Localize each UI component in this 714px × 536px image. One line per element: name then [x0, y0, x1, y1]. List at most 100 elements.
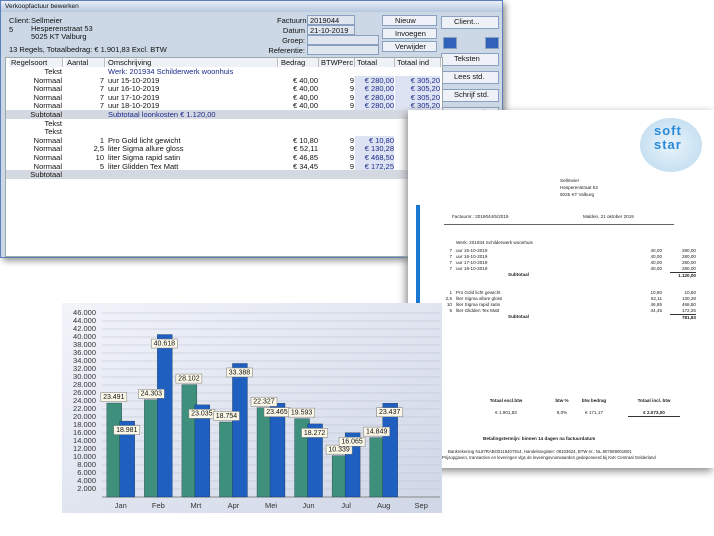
- line-qty: 7: [449, 254, 452, 259]
- action-button[interactable]: Nieuw: [382, 15, 437, 26]
- value-label-box: [113, 425, 141, 435]
- column-header: Bedrag: [279, 58, 319, 67]
- side-button[interactable]: Schrijf std.: [441, 89, 499, 102]
- y-tick-label: 22.000: [73, 404, 96, 413]
- value-label-box: [151, 338, 178, 349]
- bar: [382, 403, 398, 498]
- arrow-up[interactable]: [443, 37, 457, 49]
- bar: [194, 404, 211, 498]
- table-cell: Tekst: [44, 127, 62, 137]
- y-tick-label: 4.000: [77, 476, 96, 485]
- table-cell: Tekst: [44, 67, 62, 76]
- table-cell: € 305,20: [395, 75, 440, 85]
- line-total: 280,00: [681, 260, 696, 265]
- table-cell: Normaal: [33, 135, 62, 145]
- value-label-box: [376, 407, 403, 418]
- y-tick-label: 38.000: [73, 340, 96, 349]
- table-cell: 9: [349, 135, 354, 145]
- side-button[interactable]: Lees std.: [441, 71, 499, 84]
- rule: [444, 224, 674, 225]
- line-total: 130,28: [681, 296, 696, 301]
- table-cell: Normaal: [33, 161, 62, 171]
- value-label-box: [250, 396, 278, 407]
- field-input[interactable]: [307, 35, 379, 45]
- field-input[interactable]: 21-10-2019: [307, 25, 355, 35]
- client-label: Client:: [9, 16, 31, 25]
- table-cell: € 305,20: [395, 84, 440, 94]
- table-cell: € 280,00: [355, 75, 394, 85]
- y-tick-label: 46.000: [73, 308, 96, 317]
- table-cell: Normaal: [33, 101, 62, 111]
- table-cell: 9: [349, 153, 354, 162]
- subtotal-row: [6, 170, 441, 179]
- terms: Prijsopgaven, transacties en leveringen …: [442, 455, 656, 460]
- line-desc: liter Sigma rapid satin: [456, 302, 501, 307]
- line-qty: 2,5: [445, 296, 452, 301]
- field-label: Referentie:: [268, 46, 305, 55]
- field-input[interactable]: [307, 45, 379, 55]
- totals-value: € 171,17: [585, 410, 603, 415]
- bar: [119, 420, 135, 498]
- side-button[interactable]: Client...: [441, 16, 499, 29]
- logo-text: star: [654, 137, 682, 152]
- table-cell: 7: [99, 84, 104, 94]
- y-tick-label: 6.000: [77, 468, 96, 477]
- action-button[interactable]: Verwijder: [382, 41, 437, 52]
- value-label: 23.465: [266, 409, 288, 416]
- table-cell: uur 17-10-2019: [108, 92, 160, 102]
- x-tick-label: Aug: [377, 501, 390, 510]
- totals-value: € 1.901,83: [495, 410, 517, 415]
- table-cell: Pro Gold licht gewicht: [108, 135, 181, 145]
- x-tick-label: Mei: [265, 501, 277, 510]
- y-tick-label: 24.000: [73, 396, 96, 405]
- table-cell: 9: [349, 101, 354, 111]
- line-qty: 10: [446, 302, 452, 307]
- bar-chart: 2.0004.0006.0008.00010.00012.00014.00016…: [62, 303, 442, 513]
- field-input[interactable]: 2019044: [307, 15, 355, 25]
- bar: [331, 455, 348, 498]
- table-cell: 9: [349, 161, 354, 171]
- address-line: 5025 KT Valburg: [560, 192, 595, 197]
- bar: [106, 402, 122, 498]
- column-header: Totaal: [355, 58, 395, 67]
- totals-head: Totaal incl. btw: [637, 398, 671, 403]
- line-desc: uur 16-10-2019: [456, 254, 488, 259]
- subtotal-row: [6, 110, 441, 119]
- client-name: Sellmeier: [31, 16, 63, 25]
- bar: [157, 334, 173, 498]
- value-label: 40.618: [154, 340, 176, 347]
- y-tick-label: 20.000: [73, 412, 96, 421]
- table-cell: uur 16-10-2019: [108, 84, 160, 94]
- arrow-down[interactable]: [485, 37, 499, 49]
- line-total: 781,83: [670, 314, 696, 321]
- line-price: 34,45: [650, 308, 663, 313]
- table-cell: € 40,00: [292, 101, 318, 111]
- address-line: Hesperenstraat 53: [560, 185, 598, 190]
- column-header: Regelsoort: [9, 58, 63, 67]
- line-total: 468,50: [681, 302, 696, 307]
- field-label: Groep:: [282, 36, 305, 45]
- x-tick-label: Mrt: [190, 501, 202, 510]
- value-label: 28.102: [178, 375, 200, 382]
- bar: [307, 423, 323, 498]
- side-button[interactable]: Teksten: [441, 53, 499, 66]
- line-desc: uur 15-10-2019: [456, 248, 488, 253]
- table-cell: € 52,11: [293, 144, 318, 154]
- line-desc: uur 17-10-2019: [456, 260, 488, 265]
- column-header: Omschrijving: [106, 58, 278, 67]
- table-cell: € 172,25: [355, 161, 394, 171]
- y-tick-label: 14.000: [73, 436, 96, 445]
- y-tick-label: 12.000: [73, 444, 96, 453]
- line-total: 280,00: [681, 266, 696, 271]
- field-label: Factuurnr.: [277, 16, 311, 25]
- logo: [640, 118, 702, 172]
- value-label: 18.272: [304, 430, 326, 437]
- table-cell: liter Sigma rapid satin: [108, 153, 181, 162]
- value-label: 14.849: [366, 428, 388, 435]
- table-cell: € 34,45: [292, 161, 318, 171]
- y-tick-label: 28.000: [73, 380, 96, 389]
- table-cell: € 40,00: [292, 75, 318, 85]
- line-desc: liter Glidden Tex Matt: [456, 308, 500, 313]
- action-button[interactable]: Invoegen: [382, 28, 437, 39]
- y-tick-label: 8.000: [77, 460, 96, 469]
